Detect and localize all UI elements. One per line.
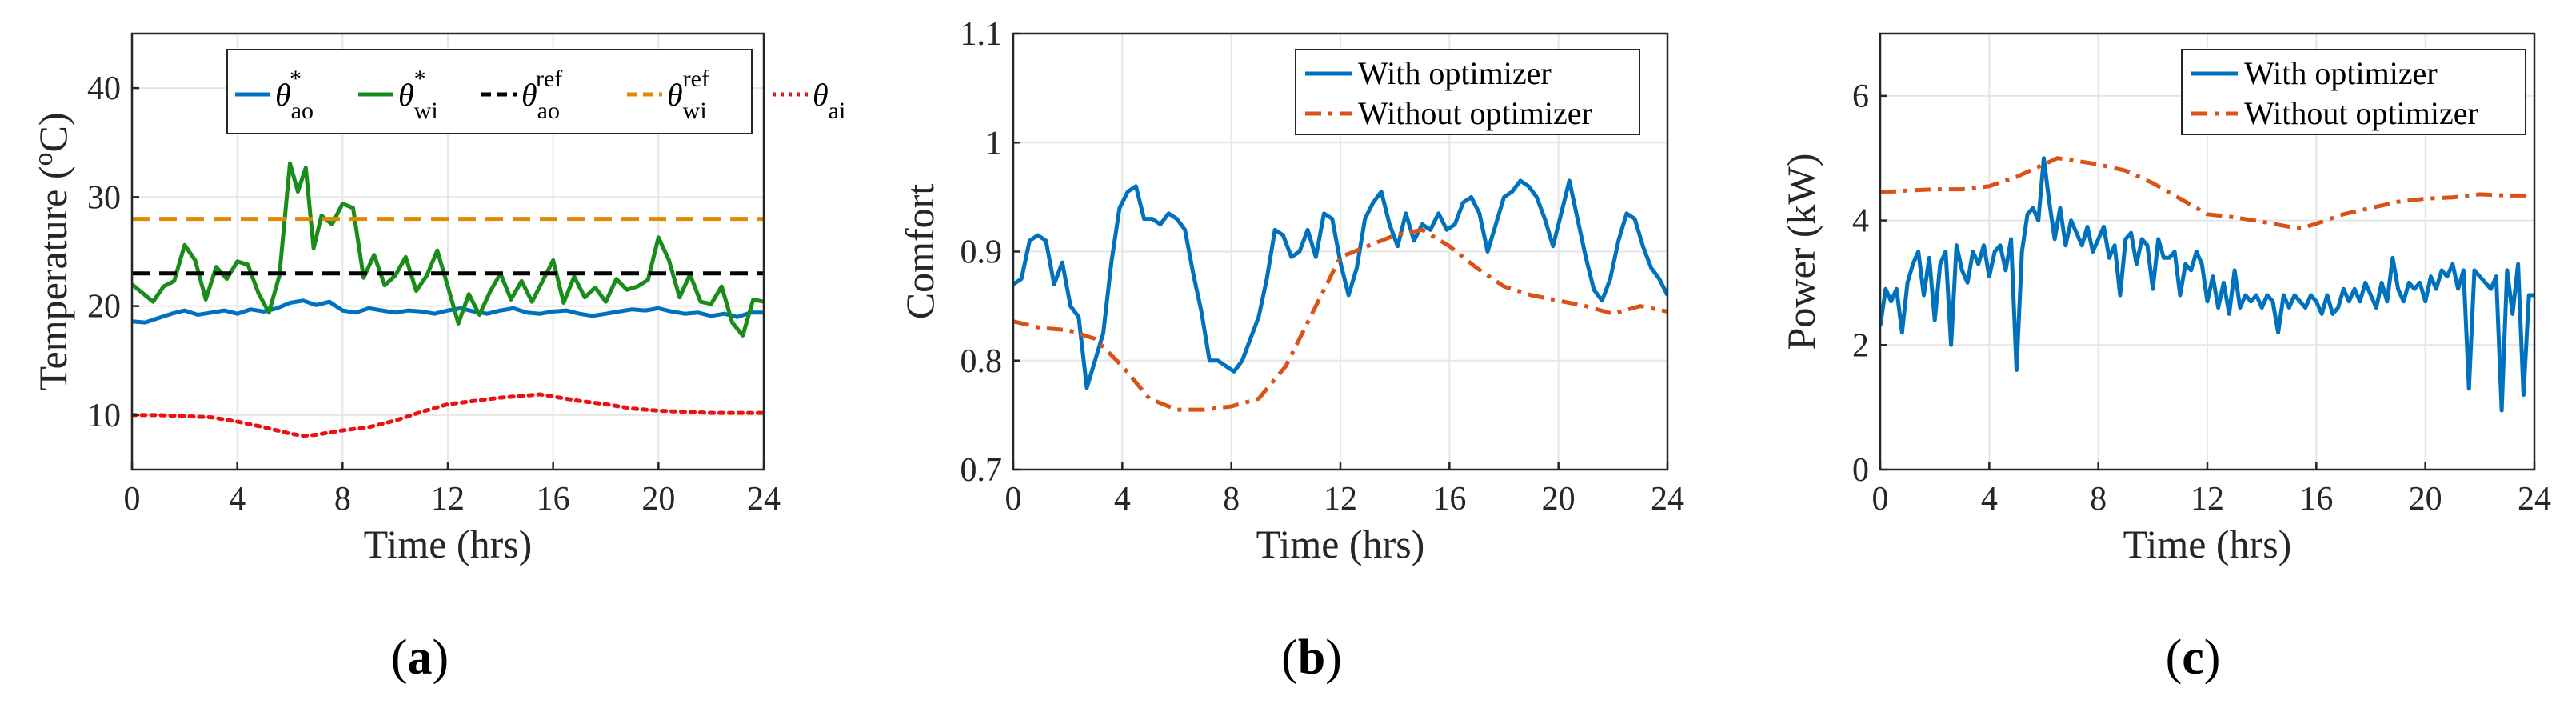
x-tick-label: 0 xyxy=(1872,481,1889,518)
x-tick-label: 0 xyxy=(124,481,141,518)
legend-entry-label: Without optimizer xyxy=(1358,95,1592,131)
y-axis-label: Comfort xyxy=(897,184,942,320)
legend: θao* θwi* θaoref θwiref θai xyxy=(226,49,845,134)
x-tick-label: 8 xyxy=(1223,481,1240,518)
series-line-a-0 xyxy=(132,298,764,325)
x-tick-label: 4 xyxy=(1981,481,1998,518)
series-group xyxy=(1013,178,1667,412)
panel-caption: (a) xyxy=(391,630,449,685)
x-tick-label: 20 xyxy=(2409,481,2442,518)
x-tick-label: 12 xyxy=(1324,481,1357,518)
x-axis-label: Time (hrs) xyxy=(364,522,533,566)
x-tick-label: 8 xyxy=(334,481,351,518)
x-tick-label: 24 xyxy=(747,481,781,518)
legend-entry-label: θao* xyxy=(275,66,314,124)
y-tick-label: 40 xyxy=(87,70,121,107)
series-line-a-4 xyxy=(132,392,764,438)
x-axis-label: Time (hrs) xyxy=(1256,522,1425,566)
y-tick-label: 1 xyxy=(985,125,1002,162)
x-tick-label: 4 xyxy=(229,481,246,518)
legend-box xyxy=(226,49,753,134)
x-tick-label: 0 xyxy=(1005,481,1022,518)
panel-a: 0 4 8 12 16 20 24 10 20 30 40 Time (hrs) Temperature… xyxy=(29,32,845,685)
y-tick-label: 10 xyxy=(87,398,121,434)
x-tick-label: 16 xyxy=(2299,481,2333,518)
x-tick-label: 16 xyxy=(1432,481,1466,518)
legend-entry-label: θai xyxy=(813,77,845,124)
series-line-b-0 xyxy=(1013,178,1667,390)
legend-entry-label: θaoref xyxy=(521,66,562,124)
y-tick-label: 0.9 xyxy=(961,234,1003,271)
legend-entry-label: θwiref xyxy=(667,66,709,124)
y-tick-label: 0 xyxy=(1852,452,1869,489)
y-axis-label: Temperature (oC) xyxy=(29,112,75,390)
panel-caption: (c) xyxy=(2166,630,2221,685)
series-line-c-0 xyxy=(1880,156,2534,413)
series-line-c-1 xyxy=(1880,156,2534,230)
legend: With optimizer Without optimizer xyxy=(2181,49,2526,135)
x-tick-label: 20 xyxy=(1542,481,1576,518)
y-tick-label: 2 xyxy=(1852,327,1869,364)
x-tick-label: 12 xyxy=(431,481,465,518)
legend-entry-label: θwi* xyxy=(398,66,438,124)
y-tick-label: 1.1 xyxy=(961,16,1003,53)
legend-entry-label: Without optimizer xyxy=(2244,95,2478,131)
x-tick-label: 8 xyxy=(2090,481,2107,518)
x-tick-label: 24 xyxy=(2518,481,2551,518)
series-group xyxy=(132,161,764,438)
x-axis-label: Time (hrs) xyxy=(2123,522,2292,566)
y-tick-label: 0.8 xyxy=(961,343,1003,380)
legend-box xyxy=(2181,49,2526,135)
x-tick-label: 4 xyxy=(1114,481,1131,518)
x-tick-label: 12 xyxy=(2191,481,2224,518)
y-tick-label: 20 xyxy=(87,289,121,326)
series-line-a-1 xyxy=(132,161,764,338)
y-tick-label: 0.7 xyxy=(961,452,1003,489)
y-axis-label: Power (kW) xyxy=(1779,154,1823,350)
x-tick-label: 16 xyxy=(537,481,570,518)
series-group xyxy=(1880,156,2534,413)
y-tick-label: 30 xyxy=(87,179,121,216)
panel-caption: (b) xyxy=(1281,630,1342,685)
panel-b: 0 4 8 12 16 20 24 0.7 0.8 0.9 1 1.1 Time (hrs) Comfor… xyxy=(897,16,1684,685)
legend-entry-label: With optimizer xyxy=(2244,55,2438,91)
y-tick-label: 4 xyxy=(1852,203,1869,240)
x-tick-label: 24 xyxy=(1651,481,1684,518)
legend: With optimizer Without optimizer xyxy=(1295,49,1640,135)
y-tick-label: 6 xyxy=(1852,78,1869,115)
legend-box xyxy=(1295,49,1640,135)
legend-entry-label: With optimizer xyxy=(1358,55,1552,91)
x-tick-label: 20 xyxy=(641,481,675,518)
